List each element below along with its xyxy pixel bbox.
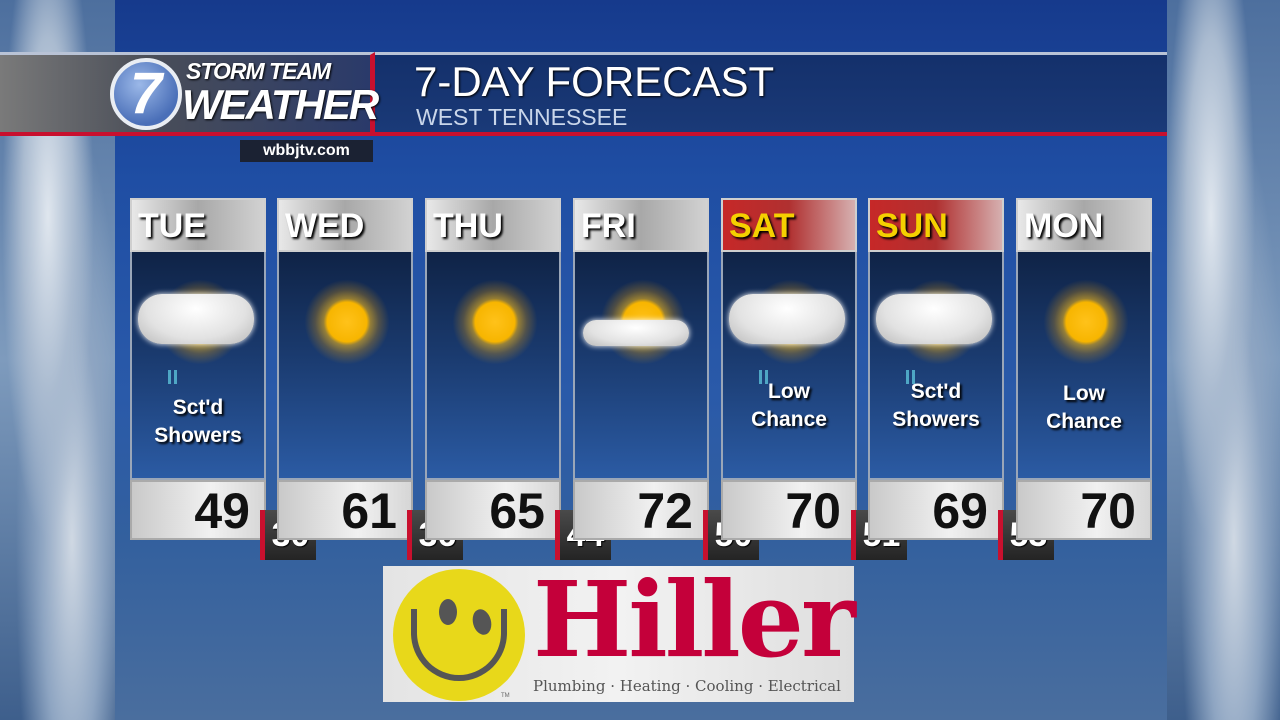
smiley-face-icon [393, 569, 525, 701]
page-title: 7-DAY FORECAST [414, 58, 775, 105]
conditions-panel: Sct'd Showers [130, 252, 266, 480]
sky-background-right [1165, 0, 1280, 720]
day-card-sat: SAT LowChance7051 [721, 198, 907, 560]
day-label: FRI [573, 198, 709, 252]
high-temp: 70 [1016, 480, 1152, 540]
region-subtitle: WEST TENNESSEE [416, 104, 628, 130]
cloud-icon [583, 320, 689, 346]
trademark: TM [501, 693, 510, 699]
high-temp: 61 [277, 480, 413, 540]
conditions-panel [425, 252, 561, 480]
website-label: wbbjtv.com [240, 140, 373, 162]
station-logo-panel [0, 52, 375, 136]
condition-text: Sct'd Showers [154, 396, 242, 447]
channel-7-logo: 7 [110, 58, 182, 130]
day-label: WED [277, 198, 413, 252]
high-temp: 72 [573, 480, 709, 540]
high-temp: 69 [868, 480, 1004, 540]
day-label: SUN [868, 198, 1004, 252]
high-temp: 65 [425, 480, 561, 540]
day-card-tue: TUE Sct'dShowers4930 [130, 198, 316, 560]
day-card-mon: MON Low Chance 70 [1016, 198, 1152, 540]
day-card-wed: WED 6136 [277, 198, 463, 560]
day-card-sun: SUN Sct'dShowers6953 [868, 198, 1054, 560]
high-temp: 70 [721, 480, 857, 540]
brand-line-1: STORM TEAM [186, 58, 331, 84]
day-label: MON [1016, 198, 1152, 252]
high-temp: 49 [130, 480, 266, 540]
cloud-icon [876, 294, 992, 344]
conditions-panel: Sct'd Showers [868, 252, 1004, 480]
condition-text: Low Chance [751, 380, 827, 431]
sunny-icon [1036, 272, 1136, 372]
day-card-thu: THU 6544 [425, 198, 611, 560]
conditions-panel: Low Chance [721, 252, 857, 480]
conditions-panel: Low Chance [1016, 252, 1152, 480]
condition-text: Sct'd Showers [892, 380, 980, 431]
brand-line-2: WEATHER [182, 81, 379, 128]
conditions-panel [573, 252, 709, 480]
rain-icon [759, 370, 762, 384]
sunny-icon [445, 272, 545, 372]
sunny-icon [297, 272, 397, 372]
rain-icon [168, 370, 171, 384]
sponsor-ad: TM Hiller Plumbing · Heating · Cooling ·… [383, 558, 856, 702]
day-label: THU [425, 198, 561, 252]
cloud-icon [729, 294, 845, 344]
sponsor-tagline: Plumbing · Heating · Cooling · Electrica… [533, 677, 841, 695]
conditions-panel [277, 252, 413, 480]
day-label: SAT [721, 198, 857, 252]
day-card-fri: FRI 7250 [573, 198, 759, 560]
cloud-icon [138, 294, 254, 344]
rain-icon [906, 370, 909, 384]
day-label: TUE [130, 198, 266, 252]
sponsor-name: Hiller [533, 558, 856, 681]
condition-text: Low Chance [1046, 382, 1122, 433]
